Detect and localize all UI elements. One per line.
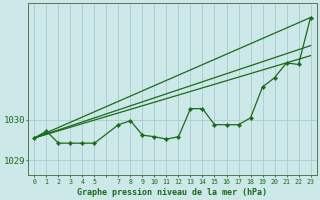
X-axis label: Graphe pression niveau de la mer (hPa): Graphe pression niveau de la mer (hPa): [77, 188, 268, 197]
